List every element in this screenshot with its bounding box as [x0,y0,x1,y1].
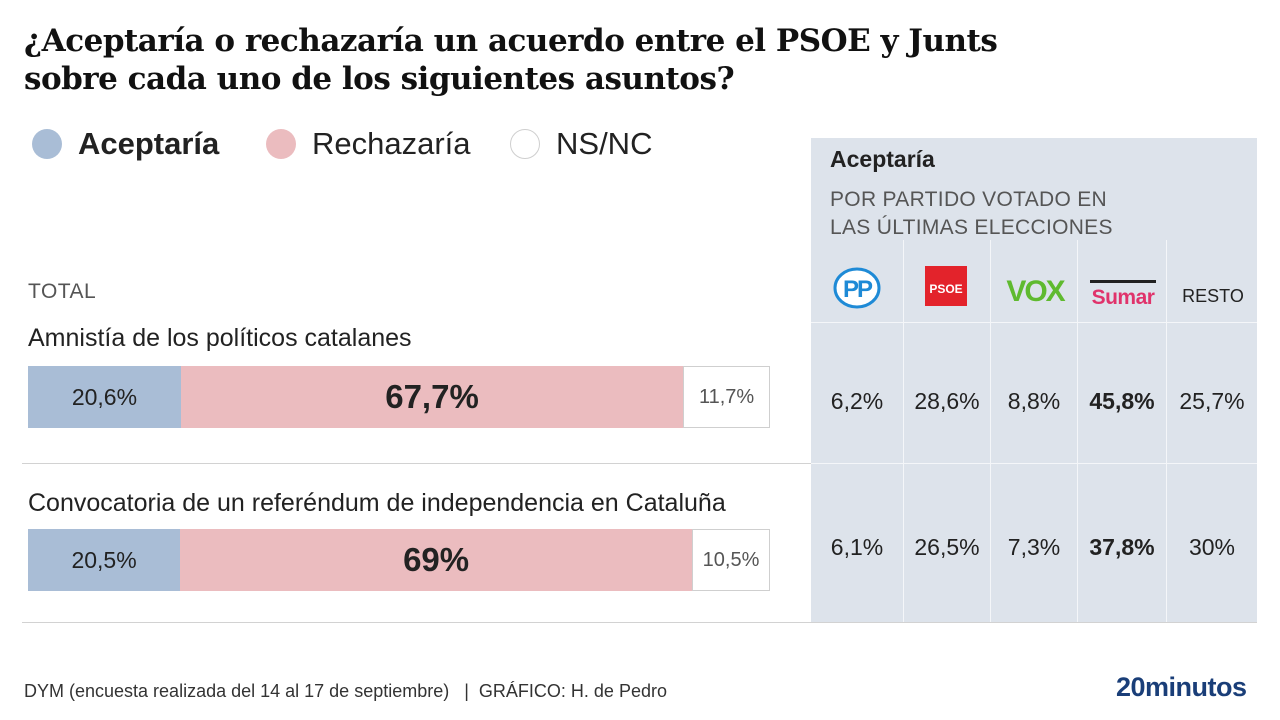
legend-item-nsnc: NS/NC [510,124,652,164]
legend-swatch-aceptaria [32,129,62,159]
panel-subtitle-line2: LAS ÚLTIMAS ELECCIONES [830,216,1113,239]
cell-amnistia-resto: 25,7% [1179,388,1245,414]
row-label-amnistia: Amnistía de los políticos catalanes [28,324,412,352]
pp-logo: PP [833,266,881,310]
sumar-logo-text: Sumar [1092,286,1155,309]
legend-swatch-nsnc [510,129,540,159]
cell-referendum-vox: 7,3% [1007,534,1061,560]
stacked-bar-amnistia: 20,6% 67,7% 11,7% [28,366,770,428]
legend-swatch-rechazaria [266,129,296,159]
column-divider [903,240,904,622]
legend-label-nsnc: NS/NC [556,126,653,161]
legend-item-rechazaria: Rechazaría [266,124,471,164]
cell-referendum-pp: 6,1% [830,534,884,560]
column-divider [1166,240,1167,622]
panel-title: Aceptaría [830,146,935,172]
resto-label: RESTO [1182,286,1244,306]
brand-logo: 20minutos [1116,672,1247,702]
column-divider [1077,240,1078,622]
cell-referendum-resto: 30% [1188,534,1236,560]
bar-segment-nsnc: 11,7% [683,366,770,428]
row-divider [22,463,812,464]
cell-amnistia-vox: 8,8% [1007,388,1061,414]
row-label-referendum: Convocatoria de un referéndum de indepen… [28,489,726,517]
total-label: TOTAL [28,280,97,303]
psoe-logo-text: PSOE [929,282,962,296]
source-credit: DYM (encuesta realizada del 14 al 17 de … [24,681,667,701]
chart-title-line2: sobre cada uno de los siguientes asuntos… [24,61,735,97]
cell-amnistia-sumar: 45,8% [1089,388,1155,414]
bar-segment-rechazaria: 67,7% [180,366,684,428]
bar-segment-rechazaria: 69% [180,529,693,591]
panel-subtitle: POR PARTIDO VOTADO EN LAS ÚLTIMAS ELECCI… [830,186,1113,242]
cell-referendum-psoe: 26,5% [914,534,980,560]
chart-title: ¿Aceptaría o rechazaría un acuerdo entre… [24,22,1004,98]
vox-logo-text: VOX [1006,275,1065,308]
legend-item-aceptaria: Aceptaría [32,124,219,164]
stacked-bar-referendum: 20,5% 69% 10,5% [28,529,770,591]
panel-subtitle-line1: POR PARTIDO VOTADO EN [830,188,1108,211]
bar-segment-nsnc: 10,5% [692,529,770,591]
cell-amnistia-psoe: 28,6% [914,388,980,414]
panel-row-divider [811,322,1257,323]
vox-logo: VOX [1002,270,1068,310]
cell-referendum-sumar: 37,8% [1089,534,1155,560]
legend-label-aceptaria: Aceptaría [78,126,220,161]
psoe-logo: PSOE [925,266,967,306]
bar-segment-aceptaria: 20,5% [28,529,181,591]
legend-label-rechazaria: Rechazaría [312,126,471,161]
column-divider [990,240,991,622]
sumar-logo: Sumar [1088,276,1160,310]
bottom-divider [22,622,1257,623]
chart-title-line1: ¿Aceptaría o rechazaría un acuerdo entre… [24,23,998,59]
bar-segment-aceptaria: 20,6% [28,366,181,428]
party-breakdown-panel [811,138,1257,622]
panel-row-divider [811,463,1257,464]
pp-logo-text: PP [843,276,873,303]
cell-amnistia-pp: 6,2% [830,388,884,414]
